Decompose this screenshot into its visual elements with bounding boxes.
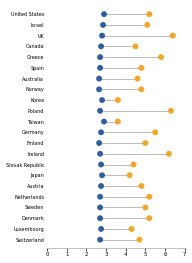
Point xyxy=(169,109,172,113)
Point xyxy=(116,119,119,124)
Point xyxy=(101,33,104,38)
Point xyxy=(101,173,104,177)
Point xyxy=(148,12,151,16)
Point xyxy=(128,173,131,177)
Point xyxy=(99,227,103,231)
Point xyxy=(160,55,163,59)
Point xyxy=(138,237,141,242)
Point xyxy=(103,119,106,124)
Point xyxy=(154,130,157,134)
Point xyxy=(140,66,143,70)
Point xyxy=(98,66,102,70)
Point xyxy=(99,130,103,134)
Point xyxy=(140,184,143,188)
Point xyxy=(144,141,147,145)
Point xyxy=(98,205,102,210)
Point xyxy=(98,195,102,199)
Point xyxy=(98,237,102,242)
Point xyxy=(102,23,105,27)
Point xyxy=(130,227,133,231)
Point xyxy=(148,195,151,199)
Point xyxy=(116,98,119,102)
Point xyxy=(146,23,149,27)
Point xyxy=(99,184,103,188)
Point xyxy=(144,205,147,210)
Point xyxy=(98,55,102,59)
Point xyxy=(98,216,102,220)
Point xyxy=(98,87,101,92)
Point xyxy=(99,162,103,166)
Point xyxy=(140,87,143,92)
Point xyxy=(132,162,135,166)
Point xyxy=(136,77,139,81)
Point xyxy=(171,33,174,38)
Point xyxy=(103,12,106,16)
Point xyxy=(98,109,102,113)
Point xyxy=(98,152,102,156)
Point xyxy=(134,44,137,48)
Point xyxy=(101,98,104,102)
Point xyxy=(98,77,101,81)
Point xyxy=(167,152,170,156)
Point xyxy=(99,44,103,48)
Point xyxy=(98,141,101,145)
Point xyxy=(148,216,151,220)
